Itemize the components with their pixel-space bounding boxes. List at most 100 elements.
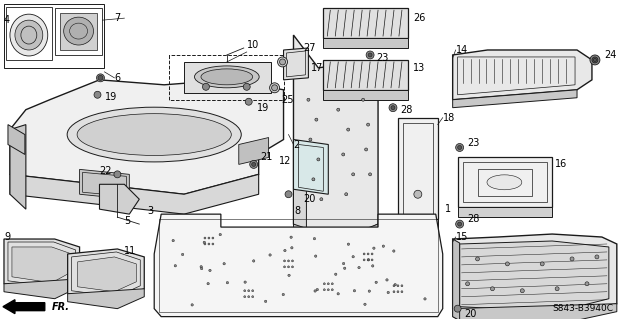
Circle shape <box>347 243 350 245</box>
Circle shape <box>172 239 175 242</box>
Circle shape <box>191 304 193 306</box>
Circle shape <box>252 290 254 292</box>
Circle shape <box>368 290 371 292</box>
Circle shape <box>204 243 206 245</box>
Polygon shape <box>460 241 609 312</box>
Circle shape <box>247 290 250 292</box>
Circle shape <box>354 290 355 292</box>
Text: 8: 8 <box>295 206 301 216</box>
Text: 9: 9 <box>4 232 10 242</box>
Polygon shape <box>453 90 577 108</box>
Circle shape <box>364 303 366 306</box>
Circle shape <box>475 257 480 261</box>
Text: 16: 16 <box>555 159 567 169</box>
Circle shape <box>506 262 509 266</box>
Text: 12: 12 <box>279 156 291 166</box>
Text: 27: 27 <box>303 43 316 53</box>
Circle shape <box>371 259 373 261</box>
Circle shape <box>363 253 365 255</box>
Circle shape <box>203 241 205 244</box>
Circle shape <box>465 282 470 286</box>
Text: 13: 13 <box>413 63 425 73</box>
Polygon shape <box>283 48 308 80</box>
Circle shape <box>401 285 403 287</box>
Circle shape <box>365 148 367 151</box>
Circle shape <box>284 249 286 252</box>
Text: 19: 19 <box>104 92 117 102</box>
Circle shape <box>204 237 206 239</box>
Polygon shape <box>10 80 283 194</box>
Polygon shape <box>323 8 408 38</box>
Polygon shape <box>458 157 552 207</box>
Circle shape <box>372 265 374 267</box>
Text: 14: 14 <box>456 45 468 55</box>
Ellipse shape <box>15 20 43 50</box>
Text: 22: 22 <box>99 166 112 176</box>
Text: 6: 6 <box>114 73 121 83</box>
Polygon shape <box>239 138 269 164</box>
Circle shape <box>98 75 103 80</box>
Circle shape <box>208 243 210 245</box>
Text: 4: 4 <box>4 15 10 25</box>
Circle shape <box>342 262 345 265</box>
Circle shape <box>283 260 286 262</box>
Circle shape <box>252 296 254 298</box>
Circle shape <box>393 285 395 287</box>
Text: 20: 20 <box>303 194 316 204</box>
Circle shape <box>392 250 395 252</box>
Circle shape <box>458 146 462 149</box>
Text: 18: 18 <box>443 113 455 123</box>
Circle shape <box>362 98 365 101</box>
Polygon shape <box>293 140 328 194</box>
Text: 10: 10 <box>247 40 259 50</box>
Circle shape <box>352 173 355 176</box>
Circle shape <box>345 193 348 196</box>
Polygon shape <box>398 219 438 231</box>
Circle shape <box>247 296 250 298</box>
Circle shape <box>252 163 256 166</box>
Circle shape <box>323 283 325 285</box>
Circle shape <box>278 57 288 67</box>
Circle shape <box>347 128 350 131</box>
Circle shape <box>212 237 214 239</box>
Circle shape <box>414 190 422 198</box>
Circle shape <box>424 298 426 300</box>
Circle shape <box>312 178 315 181</box>
Text: 24: 24 <box>604 50 616 60</box>
Circle shape <box>570 257 574 261</box>
Circle shape <box>397 285 399 287</box>
Circle shape <box>279 59 286 65</box>
Circle shape <box>252 260 255 262</box>
Ellipse shape <box>67 107 241 162</box>
Text: FR.: FR. <box>51 302 70 312</box>
Text: 25: 25 <box>281 95 294 105</box>
Circle shape <box>367 259 369 261</box>
Circle shape <box>337 108 340 111</box>
Circle shape <box>291 266 293 268</box>
Circle shape <box>174 265 176 267</box>
Circle shape <box>246 98 252 105</box>
Text: 23: 23 <box>468 138 480 148</box>
Circle shape <box>555 287 559 291</box>
Circle shape <box>309 138 312 141</box>
Circle shape <box>393 291 395 293</box>
Circle shape <box>291 247 293 249</box>
Circle shape <box>332 283 333 285</box>
Text: 11: 11 <box>124 246 137 256</box>
Circle shape <box>391 106 395 110</box>
Circle shape <box>342 153 345 156</box>
Circle shape <box>344 267 346 269</box>
Polygon shape <box>10 124 26 209</box>
Circle shape <box>307 98 310 101</box>
Polygon shape <box>453 239 460 320</box>
Circle shape <box>94 91 101 98</box>
Circle shape <box>335 273 337 276</box>
Circle shape <box>490 287 494 291</box>
Polygon shape <box>453 304 617 320</box>
Polygon shape <box>68 249 144 301</box>
Polygon shape <box>10 174 259 214</box>
Circle shape <box>271 85 278 91</box>
Circle shape <box>223 262 225 265</box>
FancyArrow shape <box>3 300 45 314</box>
Text: 1: 1 <box>445 204 451 214</box>
